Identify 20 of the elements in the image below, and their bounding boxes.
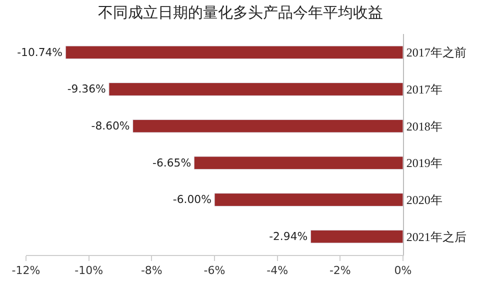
y-tick-label: 2020年 <box>406 192 442 207</box>
x-tick-label: -4% <box>266 264 288 278</box>
x-tick-label: -10% <box>74 264 104 278</box>
chart-title: 不同成立日期的量化多头产品今年平均收益 <box>98 4 383 22</box>
y-tick-label: 2017年 <box>406 82 442 96</box>
x-tick-label: -12% <box>12 264 40 278</box>
x-tick-label: -8% <box>140 264 162 278</box>
data-label: -6.65% <box>152 156 192 170</box>
x-tick-label: 0% <box>394 264 412 278</box>
data-label: -10.74% <box>17 46 63 59</box>
y-tick-label: 2019年 <box>406 156 442 170</box>
x-tick-label: -6% <box>204 264 226 278</box>
data-label: -9.36% <box>67 82 106 96</box>
data-label: -8.60% <box>91 120 130 133</box>
y-tick-label: 2017年之前 <box>406 46 466 60</box>
data-label: -6.00% <box>172 193 212 206</box>
y-tick-label: 2018年 <box>406 119 442 134</box>
y-tick-label: 2021年之后 <box>406 230 466 244</box>
data-label: -2.94% <box>269 230 308 244</box>
x-tick-label: -2% <box>329 264 351 278</box>
